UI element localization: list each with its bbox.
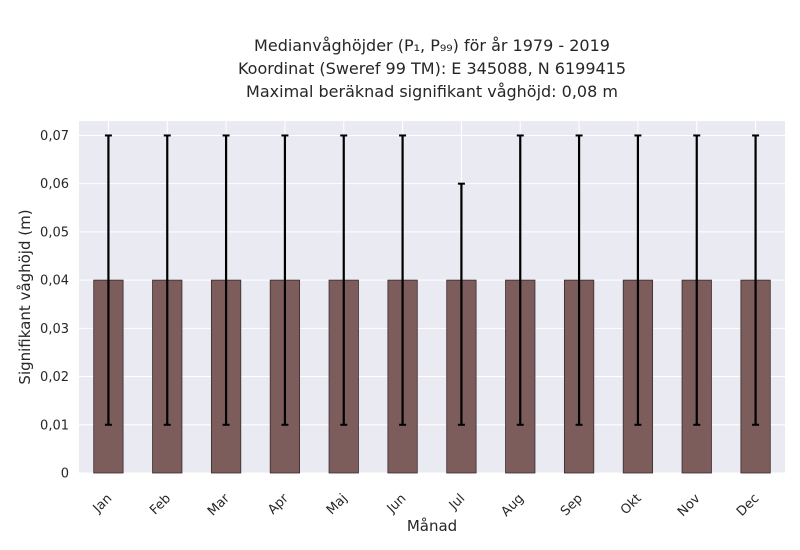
chart-title: Medianvåghöjder (P₁, P₉₉) för år 1979 - … xyxy=(238,36,626,101)
y-tick-label: 0,07 xyxy=(40,129,69,144)
x-tick-label: Mar xyxy=(205,491,233,519)
x-tick-label: Dec xyxy=(734,491,762,519)
y-tick-label: 0,01 xyxy=(40,418,69,433)
y-tick-label: 0,06 xyxy=(40,177,69,192)
y-axis-ticks: 0 0,01 0,02 0,03 0,04 0,05 0,06 0,07 xyxy=(40,129,69,482)
error-bar-feb xyxy=(163,134,171,426)
y-tick-label: 0,05 xyxy=(40,225,69,240)
error-bar-nov xyxy=(693,134,701,426)
error-bar-aug xyxy=(516,134,524,426)
x-tick-label: Nov xyxy=(675,491,704,520)
y-tick-label: 0,02 xyxy=(40,370,69,385)
title-line: Koordinat (Sweref 99 TM): E 345088, N 61… xyxy=(238,59,626,78)
x-tick-label: Maj xyxy=(324,491,351,518)
title-line: Medianvåghöjder (P₁, P₉₉) för år 1979 - … xyxy=(254,36,610,55)
error-bar-mar xyxy=(222,134,230,426)
error-bar-jul xyxy=(457,182,465,426)
error-bar-dec xyxy=(752,134,760,426)
x-tick-label: Aug xyxy=(499,491,528,520)
y-tick-label: 0 xyxy=(61,467,69,482)
error-bars xyxy=(104,134,760,426)
y-tick-label: 0,04 xyxy=(40,274,69,289)
error-bar-jun xyxy=(399,134,407,426)
x-tick-label: Apr xyxy=(265,491,292,518)
y-tick-label: 0,03 xyxy=(40,322,69,337)
error-bar-okt xyxy=(634,134,642,426)
x-tick-label: Jun xyxy=(384,491,410,517)
error-bar-jan xyxy=(104,134,112,426)
x-tick-label: Okt xyxy=(618,491,645,518)
title-line: Maximal beräknad signifikant våghöjd: 0,… xyxy=(246,82,618,101)
x-axis-ticks: Jan Feb Mar Apr Maj Jun Jul Aug Sep Okt Nov Dec xyxy=(90,491,763,520)
x-tick-label: Feb xyxy=(147,491,174,518)
error-bar-apr xyxy=(281,134,289,426)
y-axis-label: Signifikant våghöjd (m) xyxy=(16,209,34,384)
x-tick-label: Jan xyxy=(90,491,115,516)
x-tick-label: Jul xyxy=(446,491,468,513)
x-tick-label: Sep xyxy=(558,491,586,519)
error-bar-maj xyxy=(340,134,348,426)
plot-area xyxy=(79,121,785,473)
error-bar-sep xyxy=(575,134,583,426)
x-axis-label: Månad xyxy=(407,517,457,535)
